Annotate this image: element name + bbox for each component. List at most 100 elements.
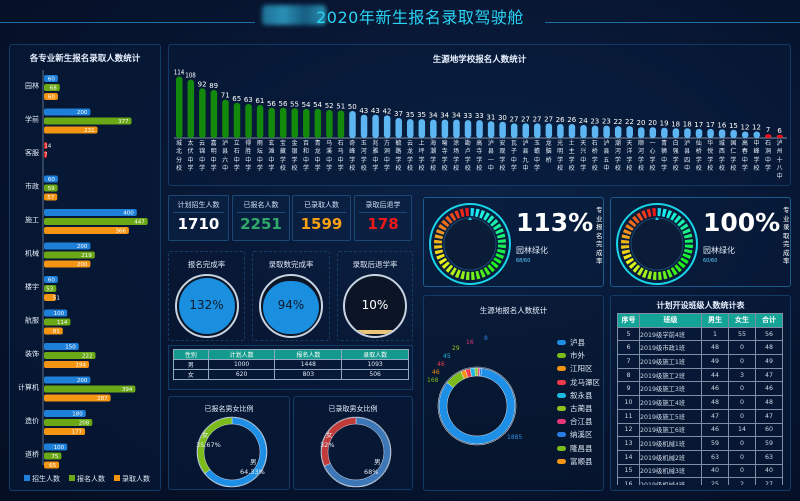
bar-value-label: 54: [302, 101, 311, 109]
major-chart-title: 各专业新生报名录取人数统计: [29, 54, 141, 64]
bar-value-label: 6: [777, 127, 782, 135]
gauge-ratio: 60/60: [703, 258, 718, 264]
school-label: 宝藏学校: [279, 140, 286, 172]
cell: 16: [617, 477, 640, 485]
cell: 506: [341, 369, 409, 380]
bar-value-label: 63: [244, 96, 253, 104]
school-label: 青龙中学: [314, 140, 321, 172]
donut-value-label: 46: [437, 361, 445, 368]
col-header: 合计: [755, 313, 783, 328]
legend-item[interactable]: 泸县: [557, 336, 600, 349]
bar-value-label: 26: [556, 116, 565, 124]
cell: 2019级机械1班: [639, 436, 702, 451]
gauge-segment: [621, 234, 631, 240]
school-bar: [649, 127, 657, 138]
gauge-major: 园林绿化: [703, 246, 735, 255]
class-table-scroll[interactable]: 序号 班级 男生 女生 合计 5 2019级学前4班 1 55 56 6 2019级市政1班…: [617, 313, 783, 485]
category-label: 装饰: [25, 349, 39, 358]
school-bar: [765, 134, 772, 138]
gauge-segment: [628, 219, 637, 228]
cell: 1: [701, 326, 729, 342]
bar-value-label: 26: [567, 116, 576, 124]
school-label: 高寺学校: [476, 140, 483, 172]
stat-label: 已录取人数: [297, 200, 346, 213]
donut-value-label: 168: [427, 377, 439, 384]
school-label: 涂场学校: [453, 140, 460, 172]
rate-label: 录取后退学率: [352, 260, 398, 269]
bar-value-label: 18: [683, 120, 692, 128]
cell: 56: [755, 326, 783, 342]
bar-报名人数: [44, 352, 96, 359]
gauge-segment: [680, 257, 689, 264]
gauge-segment: [677, 219, 686, 227]
school-label: 云锦中学: [199, 140, 206, 172]
class-table: 序号 班级 男生 女生 合计 5 2019级学前4班 1 55 56 6 2019级市政1班…: [617, 313, 783, 485]
cell: 2019级施工3班: [639, 381, 702, 397]
legend-label[interactable]: 招生人数: [32, 474, 60, 483]
gauge-segment: [677, 260, 686, 269]
legend-label: 叙永县: [570, 390, 593, 400]
legend-item[interactable]: 古蔺县: [557, 402, 600, 415]
bar-value-label: 14: [44, 144, 51, 150]
bar-value-label: 60: [48, 278, 55, 284]
cell: 55: [728, 326, 756, 342]
category-label: 机械: [25, 249, 39, 258]
school-bar: [557, 123, 564, 138]
legend-swatch-icon: [557, 340, 566, 346]
legend-item[interactable]: 隆昌县: [557, 442, 600, 455]
bar-value-label: 68: [50, 86, 57, 92]
cell: 25: [701, 477, 729, 485]
bar-value-label: 56: [267, 100, 276, 108]
legend-item[interactable]: 市外: [557, 349, 600, 362]
school-label: 得胜中学: [245, 140, 252, 172]
school-label: 石桥学校: [591, 140, 598, 172]
legend-item[interactable]: 富顺县: [557, 455, 600, 468]
rate-value: 10%: [361, 298, 389, 312]
donut-value-label: 8: [484, 335, 488, 342]
gauge-segment: [637, 267, 644, 276]
bar-value-label: 92: [198, 80, 207, 88]
school-bar: [256, 105, 264, 138]
cell: 8: [617, 367, 640, 383]
cell: 13: [617, 436, 640, 451]
bar-value-label: 394: [122, 387, 133, 393]
legend-item[interactable]: 龙马潭区: [557, 376, 600, 389]
legend-label: 泸县: [570, 338, 585, 348]
cell: 2019级机械3班: [639, 463, 702, 479]
school-bar: [487, 121, 495, 138]
school-bar: [741, 131, 749, 138]
bar-招生人数: [44, 376, 91, 384]
bar-value-label: 208: [79, 421, 90, 427]
legend-label[interactable]: 报名人数: [77, 474, 105, 483]
bar-value-label: 400: [123, 211, 134, 217]
bar-报名人数: [44, 318, 71, 326]
legend-item[interactable]: 合江县: [557, 415, 600, 428]
stat-value: 178: [367, 215, 399, 233]
gauge-segment: [490, 219, 499, 227]
bar-value-label: 16: [717, 121, 726, 129]
gauge-outer-ring: [429, 203, 511, 285]
legend-item[interactable]: 纳溪区: [557, 428, 600, 441]
gauge-segment: [454, 210, 461, 219]
bar-value-label: 24: [579, 117, 588, 125]
col-header: 性别: [173, 349, 209, 360]
pie-label: 男: [374, 458, 381, 466]
gauge-segment: [657, 208, 662, 217]
cell: 49: [755, 354, 783, 369]
table-row: 12 2019级施工6班 46 14 60: [617, 422, 783, 438]
category-label: 楼宇: [25, 282, 39, 291]
legend-item[interactable]: 叙永县: [557, 389, 600, 402]
category-label: 客服: [25, 148, 39, 157]
school-bar: [776, 134, 784, 138]
gauge-segment: [450, 267, 457, 276]
cell: 0: [728, 340, 756, 356]
bar-value-label: 57: [47, 195, 54, 201]
gauge-segment: [479, 209, 486, 219]
bar-招生人数: [44, 276, 58, 283]
school-label: 龙脑桥: [545, 140, 552, 164]
cell: 49: [701, 354, 729, 369]
school-bar: [499, 121, 506, 138]
legend-label[interactable]: 录取人数: [122, 474, 150, 483]
school-bar: [626, 126, 633, 138]
legend-item[interactable]: 江阳区: [557, 362, 600, 375]
